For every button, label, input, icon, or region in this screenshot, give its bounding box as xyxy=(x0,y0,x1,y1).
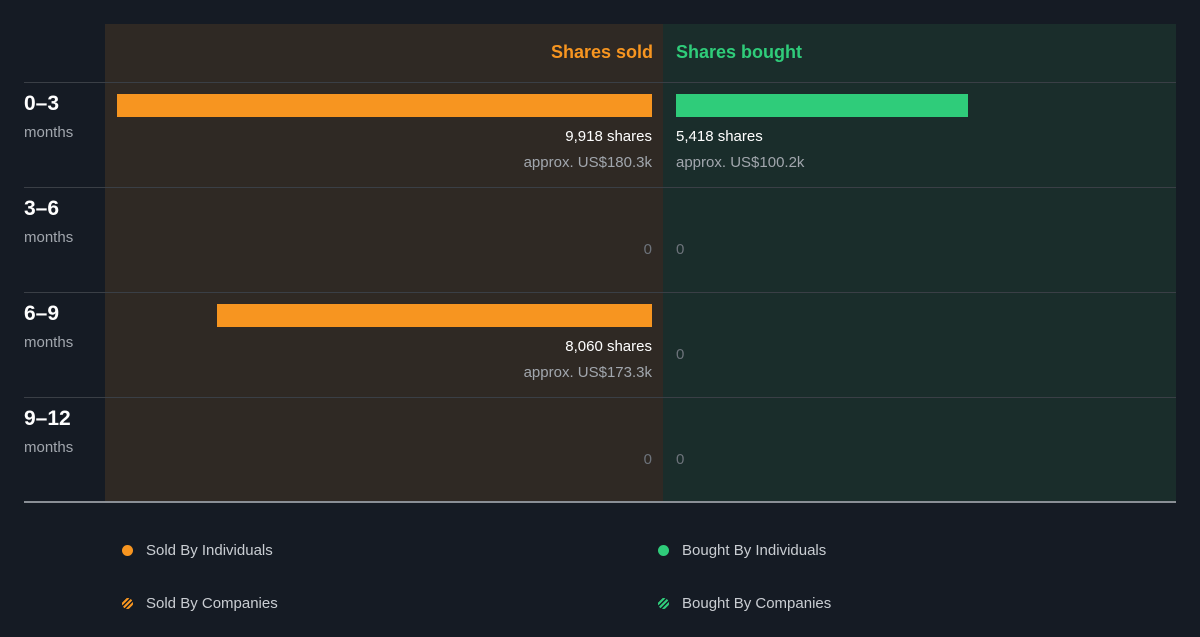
sold-shares-label: 9,918 shares xyxy=(565,128,652,145)
row-unit: months xyxy=(24,439,74,456)
shares-bought-header: Shares bought xyxy=(676,42,803,62)
chart-baseline xyxy=(24,501,1176,503)
row-divider xyxy=(24,397,1176,398)
sold-bar xyxy=(117,94,652,117)
row-divider xyxy=(24,292,1176,293)
row-range: 3–6 xyxy=(24,197,60,220)
bought-zero-label: 0 xyxy=(676,241,685,258)
bought-zero-label: 0 xyxy=(676,346,685,363)
shares-sold-header: Shares sold xyxy=(550,42,653,62)
row-range: 0–3 xyxy=(24,92,60,115)
row-divider xyxy=(24,82,1176,83)
row-divider xyxy=(24,187,1176,188)
striped-dot-icon xyxy=(122,598,133,609)
row-label: 6–9 months xyxy=(24,302,104,352)
bought-bar xyxy=(676,94,968,117)
sold-approx-label: approx. US$180.3k xyxy=(523,154,652,171)
solid-dot-icon xyxy=(122,545,133,556)
sold-approx-label: approx. US$173.3k xyxy=(523,364,652,381)
row-label: 3–6 months xyxy=(24,197,104,247)
sold-zero-label: 0 xyxy=(643,241,652,258)
legend-label: Sold By Companies xyxy=(146,595,278,612)
legend-label: Sold By Individuals xyxy=(146,542,273,559)
legend-label: Bought By Individuals xyxy=(682,542,827,559)
sold-zero-label: 0 xyxy=(643,451,652,468)
row-label: 0–3 months xyxy=(24,92,104,142)
bought-zero-label: 0 xyxy=(676,451,685,468)
bought-approx-label: approx. US$100.2k xyxy=(676,154,805,171)
row-label: 9–12 months xyxy=(24,407,104,457)
sold-shares-label: 8,060 shares xyxy=(565,338,652,355)
row-unit: months xyxy=(24,229,74,246)
row-range: 9–12 xyxy=(24,407,71,430)
sold-bar xyxy=(217,304,652,327)
row-unit: months xyxy=(24,334,74,351)
solid-dot-icon xyxy=(658,545,669,556)
row-unit: months xyxy=(24,124,74,141)
bought-shares-label: 5,418 shares xyxy=(676,128,763,145)
legend-label: Bought By Companies xyxy=(682,595,832,612)
row-range: 6–9 xyxy=(24,302,60,325)
striped-dot-icon xyxy=(658,598,669,609)
